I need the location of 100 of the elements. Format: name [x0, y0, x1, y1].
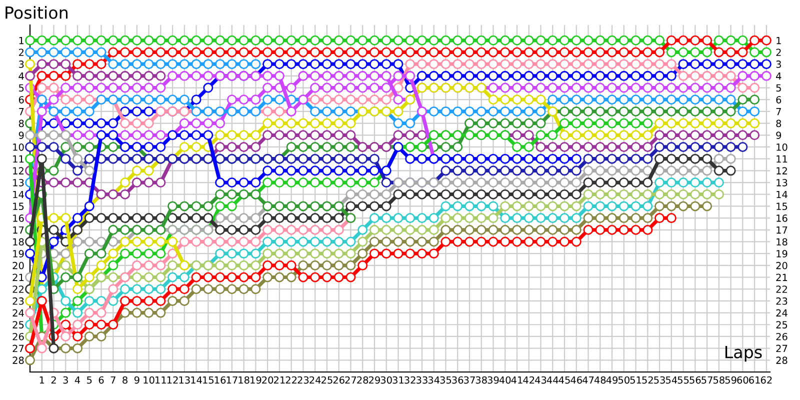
x-tick-label: 25	[321, 376, 332, 384]
point	[226, 213, 237, 224]
y2-tick-label: 5	[776, 84, 781, 92]
point	[595, 213, 606, 224]
y-tick-label: 22	[12, 286, 24, 293]
point	[322, 224, 332, 235]
point	[488, 201, 498, 212]
x-tick-label: 24	[310, 376, 321, 384]
point	[500, 236, 510, 247]
point	[369, 178, 380, 188]
point	[560, 154, 570, 164]
point	[203, 70, 214, 81]
point	[215, 248, 226, 259]
y-tick-label: 5	[19, 84, 24, 92]
point	[132, 248, 142, 259]
point	[286, 236, 296, 247]
point	[595, 166, 606, 176]
point	[156, 248, 166, 259]
point	[168, 272, 178, 282]
point	[84, 272, 94, 282]
x-tick-label: 49	[606, 376, 618, 384]
point	[132, 213, 142, 224]
point	[60, 59, 71, 70]
point	[60, 308, 71, 318]
point	[464, 213, 474, 224]
point	[630, 201, 641, 212]
point	[476, 201, 486, 212]
point	[476, 224, 486, 235]
point	[322, 166, 332, 176]
point	[226, 284, 237, 294]
point	[84, 248, 94, 259]
point	[132, 59, 142, 70]
point	[476, 178, 486, 188]
point	[215, 213, 226, 224]
point	[72, 284, 83, 294]
point	[666, 189, 676, 200]
point	[642, 213, 653, 224]
x-tick-label: 57	[702, 376, 712, 384]
point	[524, 154, 534, 164]
point	[72, 47, 83, 58]
point	[132, 82, 142, 93]
point	[560, 213, 570, 224]
x-tick-label: 10	[144, 376, 154, 384]
point	[215, 59, 226, 70]
point	[215, 189, 226, 200]
point	[536, 189, 546, 200]
point	[346, 260, 356, 270]
y2-tick-label: 23	[776, 297, 788, 305]
point	[512, 236, 522, 247]
point	[405, 248, 416, 259]
x-tick-label: 11	[156, 376, 166, 384]
point	[108, 59, 118, 70]
x-tick-label: 19	[250, 376, 262, 384]
point	[393, 70, 404, 81]
x-tick-label: 56	[690, 376, 701, 384]
point	[144, 213, 154, 224]
point	[428, 236, 439, 247]
point	[96, 260, 106, 270]
point	[369, 224, 380, 235]
point	[286, 213, 296, 224]
point	[524, 213, 534, 224]
y-tick-label: 21	[12, 274, 24, 281]
point	[262, 260, 273, 270]
y-tick-label: 19	[13, 250, 24, 258]
point	[48, 47, 59, 58]
point	[548, 236, 558, 247]
point	[571, 154, 582, 164]
point	[179, 70, 190, 81]
point	[358, 166, 368, 176]
point	[203, 201, 214, 212]
point	[168, 213, 178, 224]
point	[595, 189, 606, 200]
point	[156, 142, 166, 152]
point	[48, 59, 59, 70]
point	[666, 213, 676, 224]
point	[156, 272, 166, 282]
y-tick-label: 16	[13, 214, 24, 222]
point	[464, 154, 474, 164]
x-tick-label: 9	[134, 376, 140, 384]
point	[132, 296, 142, 306]
point	[476, 236, 486, 247]
point	[702, 154, 712, 164]
point	[595, 118, 606, 128]
point	[381, 201, 392, 212]
x-tick-label: 14	[191, 376, 202, 384]
y2-tick-label: 1	[776, 37, 781, 44]
point	[286, 248, 296, 259]
point	[405, 236, 416, 247]
point	[726, 166, 736, 176]
point	[630, 118, 641, 128]
x-tick-label: 50	[618, 376, 630, 384]
point	[286, 224, 296, 235]
point	[96, 236, 106, 247]
point	[96, 331, 106, 342]
point	[440, 201, 451, 212]
point	[571, 118, 582, 128]
point	[595, 178, 606, 188]
point	[334, 224, 344, 235]
y-tick-label: 25	[12, 321, 24, 328]
point	[654, 178, 665, 188]
